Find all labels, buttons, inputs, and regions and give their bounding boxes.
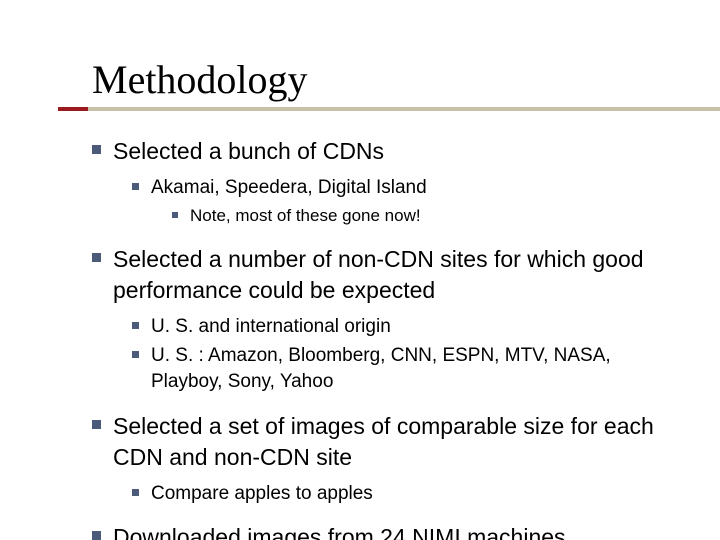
bullet-text: U. S. and international origin	[151, 314, 680, 340]
square-bullet-icon	[132, 489, 139, 496]
square-bullet-icon	[132, 322, 139, 329]
square-bullet-icon	[92, 420, 101, 429]
square-bullet-icon	[92, 253, 101, 262]
title-accent-bar	[58, 107, 88, 111]
title-region: Methodology	[92, 58, 680, 102]
slide: Methodology Selected a bunch of CDNs Aka…	[0, 0, 720, 540]
bullet-text: Selected a bunch of CDNs	[113, 136, 680, 167]
bullet-text: Selected a set of images of comparable s…	[113, 411, 680, 473]
slide-body: Selected a bunch of CDNs Akamai, Speeder…	[92, 136, 680, 540]
list-item: Downloaded images from 24 NIMI machines	[92, 522, 680, 540]
list-item: Compare apples to apples	[132, 481, 680, 507]
square-bullet-icon	[92, 145, 101, 154]
slide-title: Methodology	[92, 58, 680, 102]
list-item: Note, most of these gone now!	[172, 205, 680, 228]
list-item: Selected a bunch of CDNs Akamai, Speeder…	[92, 136, 680, 228]
bullet-text: Compare apples to apples	[151, 481, 680, 507]
bullet-text: Selected a number of non-CDN sites for w…	[113, 244, 680, 306]
title-underline	[58, 107, 720, 111]
list-item: U. S. and international origin	[132, 314, 680, 340]
square-bullet-icon	[132, 183, 139, 190]
bullet-text: Akamai, Speedera, Digital Island	[151, 175, 680, 201]
list-item: Akamai, Speedera, Digital Island Note, m…	[132, 175, 680, 228]
bullet-list: Selected a bunch of CDNs Akamai, Speeder…	[92, 136, 680, 540]
bullet-text: Note, most of these gone now!	[190, 205, 680, 228]
list-item: Selected a number of non-CDN sites for w…	[92, 244, 680, 395]
bullet-text: Downloaded images from 24 NIMI machines	[113, 522, 680, 540]
square-bullet-icon	[92, 531, 101, 540]
bullet-text: U. S. : Amazon, Bloomberg, CNN, ESPN, MT…	[151, 343, 680, 394]
list-item: U. S. : Amazon, Bloomberg, CNN, ESPN, MT…	[132, 343, 680, 394]
square-bullet-icon	[172, 212, 178, 218]
list-item: Selected a set of images of comparable s…	[92, 411, 680, 507]
square-bullet-icon	[132, 351, 139, 358]
